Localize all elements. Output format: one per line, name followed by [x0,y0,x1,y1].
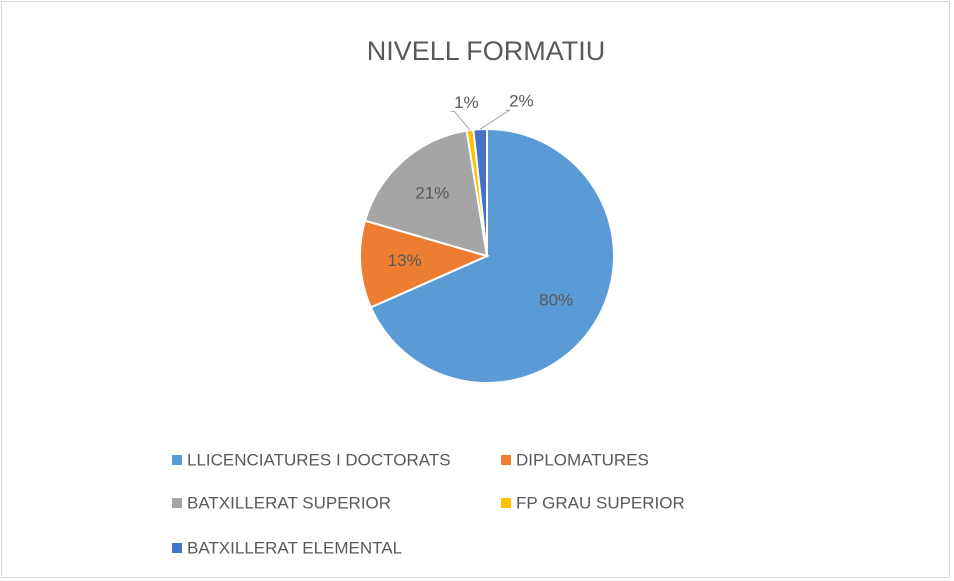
pie-slice [369,127,615,384]
legend-label: LLICENCIATURES I DOCTORATS [187,450,451,469]
chart-title: NIVELL FORMATIU [367,36,606,66]
legend-swatch [501,498,511,508]
pie-slice [359,219,490,309]
legend-label: BATXILLERAT ELEMENTAL [187,538,402,557]
data-label: 80% [539,291,573,310]
data-label: 21% [415,184,449,203]
leader-line [479,109,512,130]
data-label: 13% [388,251,422,270]
legend-swatch [172,543,182,553]
legend-label: FP GRAU SUPERIOR [516,493,685,512]
leader-line [450,110,471,131]
pie-slice [363,129,489,258]
legend-swatch [172,455,182,465]
legend-label: DIPLOMATURES [516,450,649,469]
legend-swatch [172,498,182,508]
legend-label: BATXILLERAT SUPERIOR [187,493,391,512]
legend-swatch [501,455,511,465]
data-label: 1% [454,93,479,112]
data-label: 2% [509,92,534,111]
